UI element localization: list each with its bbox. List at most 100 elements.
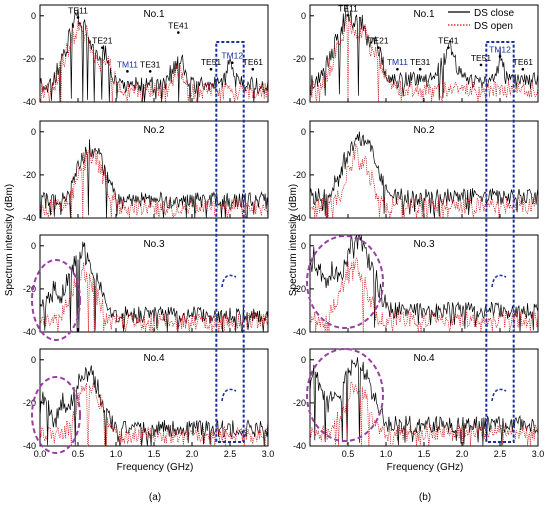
highlight-arc <box>491 388 507 402</box>
series-line-ds-close <box>39 365 269 447</box>
x-tick-label: 1.5 <box>148 449 161 459</box>
highlight-ellipse-b4 <box>306 348 384 442</box>
x-tick-label: 2.5 <box>224 449 237 459</box>
highlight-ellipse-a3 <box>31 259 81 341</box>
series-line-ds-open <box>39 20 269 103</box>
y-tick-label: -20 <box>293 398 306 408</box>
series-line-ds-open <box>39 149 269 219</box>
highlight-arc <box>221 388 237 402</box>
x-tick-label: 1.0 <box>380 449 393 459</box>
mode-label: TE41 <box>438 36 459 46</box>
panel-title: No.2 <box>413 125 435 136</box>
mode-label: TE61 <box>243 57 264 67</box>
mode-label: TM11 <box>117 59 138 69</box>
panel-b4: 0 -20 -40 0.5 1.0 1.5 2.0 2.5 3.0 No.4 <box>293 348 544 459</box>
subfigure-label-b: (b) <box>419 492 431 503</box>
mode-marker <box>396 67 399 71</box>
ylabel-b: Spectrum intensity (dBm) <box>288 184 299 296</box>
panel-a4: 0 -20 -400.0 0.5 1.0 1.5 2.0 2.5 3.0 No.4 <box>23 348 275 459</box>
series-line-ds-open <box>39 382 269 447</box>
y-tick-label: -20 <box>293 284 306 294</box>
y-tick-label: -20 <box>293 54 306 64</box>
mode-marker <box>418 67 422 71</box>
x-tick-label: 3.0 <box>262 449 275 459</box>
y-tick-label: -40 <box>23 213 36 223</box>
series-line-ds-close <box>309 131 539 219</box>
x-tick-label: 2.0 <box>456 449 469 459</box>
legend-label-ds-close: DS close <box>474 8 514 19</box>
highlight-arc <box>491 274 507 288</box>
mode-marker <box>377 46 380 49</box>
mode-marker <box>76 16 80 19</box>
highlight-ellipse-a4 <box>31 376 81 454</box>
mode-label: TE11 <box>338 3 358 13</box>
highlight-box-b <box>485 41 515 443</box>
panel-title: No.3 <box>143 239 165 250</box>
y-tick-label: -20 <box>23 170 36 180</box>
panel-b1: 0 -20 -40 No.1 TE11 TE21 TM11 TE31 TE41 TE51TM12T… <box>293 3 539 107</box>
panel-a1: 0 -20 -40 No.1 TE11 TE21 TM11 TE31 TE41 TE51TM12T… <box>23 4 269 107</box>
series-line-ds-open <box>309 257 539 333</box>
mode-label: TM12 <box>489 44 511 54</box>
mode-marker <box>447 46 450 49</box>
y-tick-label: -40 <box>23 97 36 107</box>
xlabel-a: Frequency (GHz) <box>117 462 194 473</box>
mode-label: TE31 <box>410 57 431 67</box>
panel-title: No.4 <box>143 353 165 364</box>
series-line-ds-open <box>39 262 269 334</box>
y-tick-label: -40 <box>293 327 306 337</box>
x-tick-label: 0.5 <box>342 449 355 459</box>
y-tick-label: 0 <box>301 355 306 365</box>
mode-label: TE31 <box>140 59 161 69</box>
mode-marker <box>479 63 483 67</box>
mode-label: TE21 <box>92 36 113 46</box>
mode-marker <box>148 70 152 73</box>
y-tick-label: -20 <box>293 170 306 180</box>
y-tick-label: -20 <box>23 398 36 408</box>
y-tick-label: 0 <box>31 355 36 365</box>
highlight-ellipse-b3 <box>306 235 384 329</box>
series-line-ds-close <box>39 139 269 219</box>
mode-marker <box>177 31 180 34</box>
mode-marker <box>230 61 234 65</box>
y-tick-label: 0 <box>301 127 306 137</box>
mode-marker <box>126 70 129 73</box>
mode-label: TE41 <box>168 21 189 31</box>
mode-label: TE61 <box>513 57 534 67</box>
y-tick-label: -40 <box>23 327 36 337</box>
y-tick-label: 0 <box>31 127 36 137</box>
panel-a3: 0 -20 -40 No.3 <box>23 234 269 337</box>
panel-title: No.3 <box>413 239 435 250</box>
y-tick-label: 0 <box>31 11 36 21</box>
panel-title: No.4 <box>413 353 435 364</box>
panel-title: No.1 <box>143 9 165 20</box>
series-line-ds-open <box>309 14 539 103</box>
mode-marker <box>498 54 502 58</box>
panel-a2: 0 -20 -40 No.2 <box>23 120 269 223</box>
series-line-ds-close <box>39 241 269 334</box>
mode-marker <box>251 67 255 71</box>
mode-label: TM11 <box>387 57 408 67</box>
x-tick-label: 1.5 <box>418 449 431 459</box>
x-tick-label: 1.0 <box>110 449 123 459</box>
y-tick-label: -40 <box>293 441 306 451</box>
y-tick-label: -20 <box>23 284 36 294</box>
series-line-ds-open <box>309 381 539 447</box>
x-tick-label: 2.0 <box>186 449 199 459</box>
mode-label: TE51 <box>471 53 492 63</box>
series-line-ds-close <box>309 4 539 101</box>
x-tick-label: 2.5 <box>494 449 507 459</box>
y-tick-label: -40 <box>293 97 306 107</box>
y-tick-label: -40 <box>23 441 36 451</box>
y-tick-label: 0 <box>301 241 306 251</box>
legend: DS close DS open <box>448 8 514 32</box>
mode-label: TE51 <box>201 57 222 67</box>
y-tick-label: -20 <box>23 54 36 64</box>
mode-marker <box>101 46 104 49</box>
y-tick-label: 0 <box>31 241 36 251</box>
highlight-box-a <box>215 41 245 443</box>
y-tick-label: -40 <box>293 213 306 223</box>
panel-title: No.2 <box>143 125 165 136</box>
highlight-arc <box>221 274 237 288</box>
